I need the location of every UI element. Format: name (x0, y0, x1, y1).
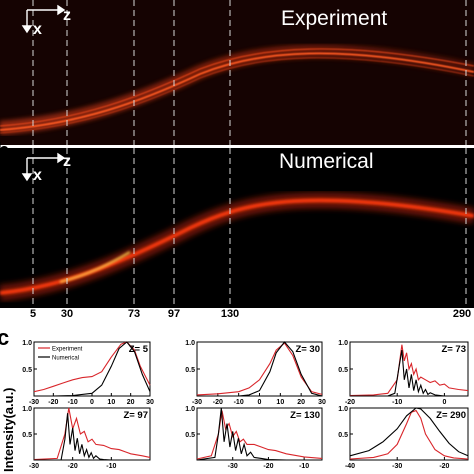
x-tick-label: -30 (228, 463, 238, 470)
x-tick-label: 10 (276, 399, 284, 406)
x-tick-label: -10 (68, 399, 78, 406)
y-tick-label: 1.0 (22, 340, 32, 347)
panel-a-x-label: x (33, 21, 42, 38)
z-tick-label: 73 (127, 308, 141, 320)
x-tick-label: 10 (107, 399, 115, 406)
panel-b-guide-lines (32, 148, 467, 308)
panel-a-z-label: z (63, 7, 71, 24)
legend-label-numerical: Numerical (52, 356, 79, 362)
x-tick-label: -20 (213, 399, 223, 406)
y-tick-label: 0.5 (338, 367, 348, 374)
panel-c-profiles: 0.51.0-30 -20 -10 0 10 20 30Z= 5ExperimentNume… (22, 340, 469, 470)
panel-b-beam-image (0, 148, 474, 308)
x-tick-label: -10 (106, 463, 116, 470)
y-tick-label: 1.0 (338, 340, 348, 347)
x-tick-label: -40 (345, 463, 355, 470)
y-tick-label: 1.0 (22, 406, 32, 413)
panel-a-heatmap: z x Experiment (0, 0, 474, 145)
series-line-experiment (196, 342, 323, 396)
x-tick-label: -30 (192, 399, 202, 406)
series-line-numerical (34, 341, 151, 397)
series-line-numerical (350, 350, 468, 397)
x-tick-label: 20 (297, 399, 305, 406)
y-tick-label: 0.5 (22, 367, 32, 374)
x-tick-label: 30 (318, 399, 326, 406)
panel-b-title: Numerical (279, 150, 374, 173)
y-tick-label: 1.0 (185, 340, 195, 347)
x-tick-label: 0 (442, 399, 446, 406)
subplot-label: Z= 30 (295, 344, 320, 355)
x-tick-label: 0 (90, 399, 94, 406)
y-tick-label: 0.5 (338, 432, 348, 439)
series-line-experiment (33, 341, 151, 393)
panel-a-beam-image (0, 0, 474, 145)
panel-c-letter: c (0, 325, 10, 350)
x-tick-label: -20 (68, 463, 78, 470)
x-tick-label: -20 (439, 463, 449, 470)
x-tick-label: -10 (234, 399, 244, 406)
z-tick-label: 97 (167, 308, 181, 320)
subplot-label: Z= 290 (436, 410, 466, 421)
subplot-label: Z= 5 (129, 344, 149, 355)
y-tick-label: 1.0 (185, 406, 195, 413)
series-line-experiment (349, 409, 469, 460)
panel-a-axis-arrows (21, 4, 66, 34)
profile-frame (33, 341, 151, 397)
x-tick-label: -20 (48, 399, 58, 406)
x-tick-label: 0 (258, 399, 262, 406)
profile-frame (33, 407, 151, 461)
x-tick-label: -20 (263, 463, 273, 470)
y-tick-label: 0.5 (185, 432, 195, 439)
panel-a-title: Experiment (281, 7, 388, 30)
series-line-numerical (349, 407, 469, 457)
x-tick-label: -20 (345, 399, 355, 406)
panel-b-x-label: x (33, 167, 42, 184)
z-tick-label: 30 (60, 308, 74, 320)
legend-label-experiment: Experiment (52, 347, 83, 353)
y-tick-label: 1.0 (338, 406, 348, 413)
x-tick-label: -30 (29, 399, 39, 406)
subplot-label: Z= 130 (290, 410, 320, 421)
z-tick-label: 5 (29, 308, 37, 320)
z-tick-label: 130 (220, 308, 240, 320)
y-tick-label: 0.5 (185, 367, 195, 374)
z-position-labels: 5 30 73 97 130 290 (0, 308, 474, 326)
y-tick-label: 0.5 (22, 432, 32, 439)
series-line-numerical (34, 413, 150, 461)
series-line-numerical (196, 407, 322, 461)
x-tick-label: -10 (299, 463, 309, 470)
z-tick-label: 290 (452, 308, 472, 320)
x-tick-label: 20 (127, 399, 135, 406)
x-tick-label: 30 (146, 399, 154, 406)
x-tick-label: -10 (392, 399, 402, 406)
x-tick-label: -30 (392, 463, 402, 470)
subplot-label: Z= 97 (123, 410, 148, 421)
panel-a-guide-lines (32, 0, 467, 145)
x-tick-label: -30 (29, 463, 39, 470)
panel-b-heatmap: z x Numerical (0, 148, 474, 308)
panel-b-axis-arrows (21, 152, 66, 182)
subplot-label: Z= 73 (441, 344, 466, 355)
panel-b-z-label: z (63, 153, 71, 170)
series-line-numerical (197, 341, 323, 397)
